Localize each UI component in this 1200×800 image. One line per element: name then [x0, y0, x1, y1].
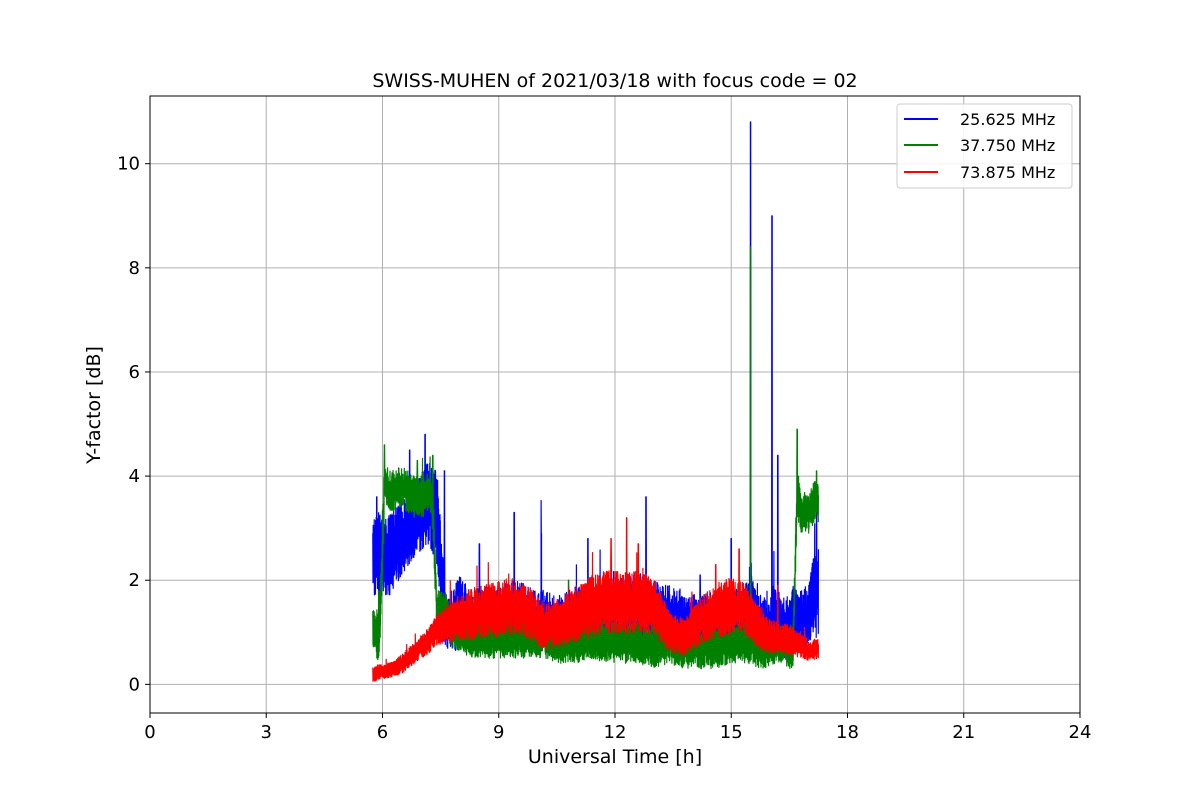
x-tick-label: 24 — [1069, 722, 1092, 743]
x-tick-label: 21 — [952, 722, 975, 743]
x-tick-label: 15 — [720, 722, 743, 743]
x-tick-label: 9 — [493, 722, 504, 743]
legend-box — [896, 103, 1073, 189]
y-tick-label: 6 — [129, 362, 140, 383]
y-tick-label: 10 — [117, 154, 140, 175]
y-tick-label: 8 — [129, 258, 140, 279]
x-axis-title: Universal Time [h] — [528, 746, 702, 768]
x-tick-label: 18 — [836, 722, 859, 743]
y-tick-label: 0 — [129, 674, 140, 695]
y-tick-label: 2 — [129, 570, 140, 591]
x-tick-label: 6 — [377, 722, 388, 743]
x-tick-label: 3 — [261, 722, 272, 743]
y-axis-title: Y-factor [dB] — [83, 346, 105, 465]
y-tick-label: 4 — [129, 466, 140, 487]
legend-label-73-875: 73.875 MHz — [960, 163, 1055, 182]
chart-title: SWISS-MUHEN of 2021/03/18 with focus cod… — [372, 70, 857, 92]
series-layer — [372, 121, 819, 682]
x-tick-label: 12 — [604, 722, 627, 743]
legend-label-37-750: 37.750 MHz — [960, 136, 1055, 155]
legend: 25.625 MHz 37.750 MHz 73.875 MHz — [896, 103, 1073, 189]
legend-label-25-625: 25.625 MHz — [960, 110, 1055, 129]
x-tick-label: 0 — [144, 722, 155, 743]
series-line-73-875-mhz — [372, 517, 819, 682]
